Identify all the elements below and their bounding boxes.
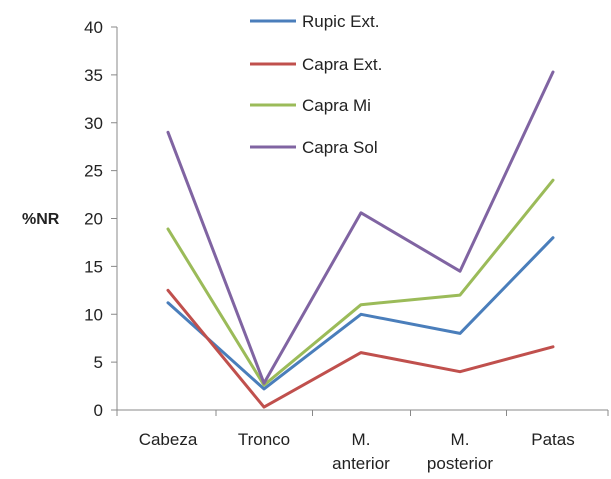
y-tick-label: 40 (84, 18, 103, 37)
y-tick-label: 25 (84, 162, 103, 181)
legend: Rupic Ext. Capra Ext. Capra Mi Capra Sol (250, 12, 382, 157)
y-tick-label: 30 (84, 114, 103, 133)
series-line-rupic-ext (166, 236, 555, 391)
legend-item: Rupic Ext. (250, 12, 379, 31)
x-category-label: Tronco (238, 430, 290, 449)
axes (111, 26, 609, 416)
y-tick-label: 15 (84, 257, 103, 276)
y-tick-label: 0 (94, 401, 103, 420)
y-tick-label: 5 (94, 353, 103, 372)
legend-label: Capra Sol (302, 138, 378, 157)
y-axis-label: %NR (22, 211, 60, 228)
y-tick-label: 10 (84, 305, 103, 324)
x-category-label: Cabeza (139, 430, 198, 449)
x-category-labels: Cabeza Tronco M. anterior M. posterior Patas (139, 430, 575, 473)
legend-label: Rupic Ext. (302, 12, 379, 31)
y-tick-label: 35 (84, 66, 103, 85)
x-category-label: Patas (531, 430, 574, 449)
series-line-capra-ext (166, 288, 555, 409)
legend-item: Capra Mi (250, 96, 371, 115)
x-category-label: M. anterior (332, 430, 390, 473)
y-tick-label: 20 (84, 210, 103, 229)
legend-item: Capra Ext. (250, 55, 382, 74)
series-lines (166, 70, 555, 409)
y-tick-labels: 0 5 10 15 20 25 30 35 40 (84, 18, 103, 420)
legend-label: Capra Ext. (302, 55, 382, 74)
legend-item: Capra Sol (250, 138, 378, 157)
series-line-capra-mi (166, 178, 555, 387)
series-line-capra-sol (166, 70, 555, 385)
x-category-label: M. posterior (427, 430, 493, 473)
legend-label: Capra Mi (302, 96, 371, 115)
